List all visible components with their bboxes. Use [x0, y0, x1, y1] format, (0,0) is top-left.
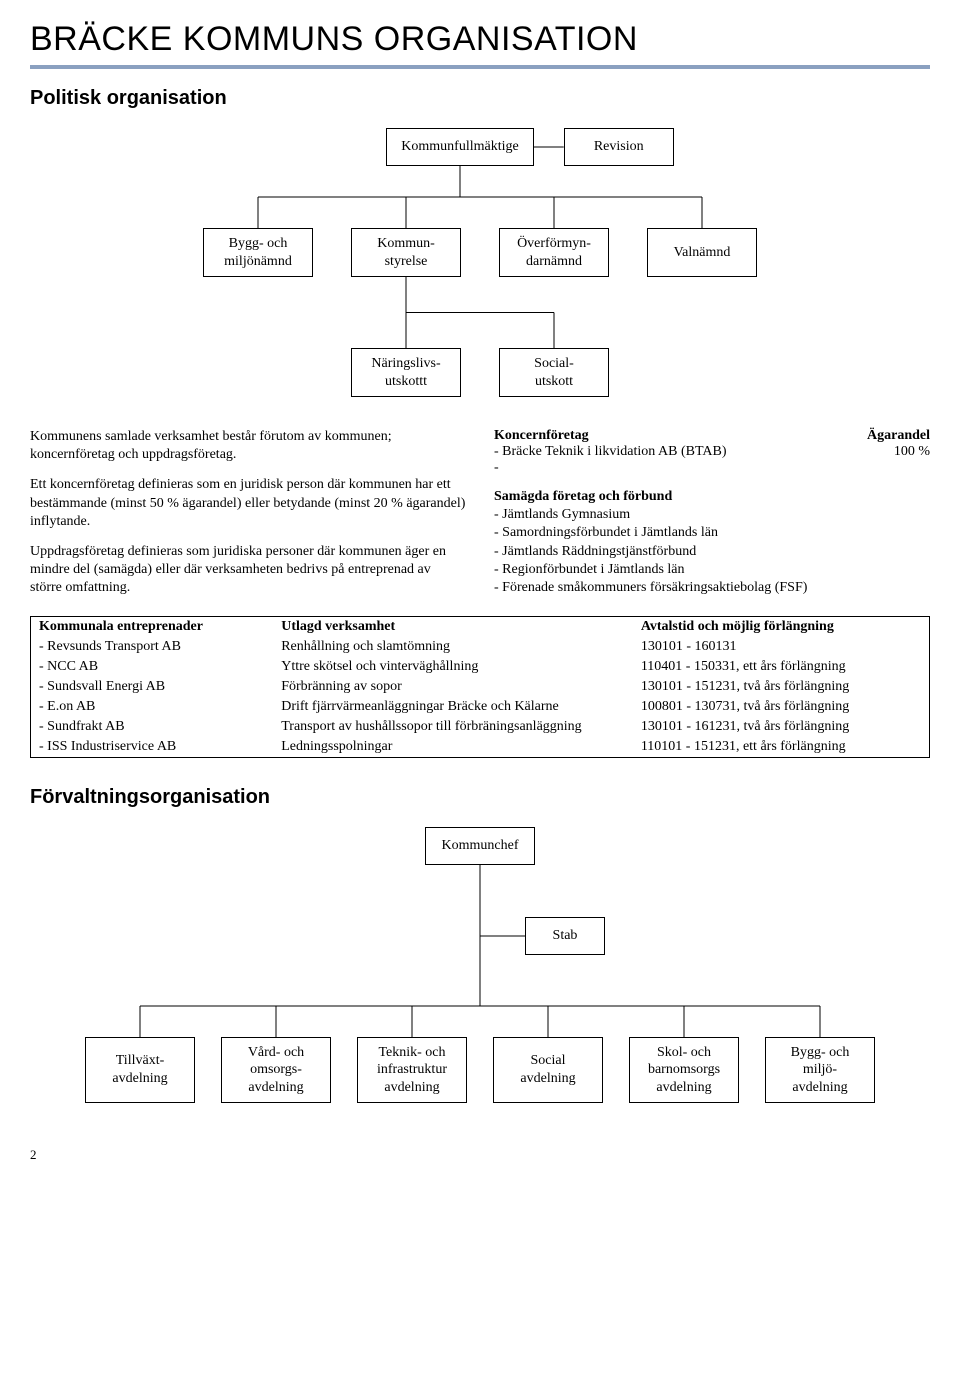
node-stab: Stab: [525, 917, 605, 955]
section-heading-forvaltning: Förvaltningsorganisation: [30, 786, 930, 809]
entreprenader-table: Kommunala entreprenaderUtlagd verksamhet…: [30, 616, 930, 758]
org-chart-politisk: Kommunfullmäktige Revision Bygg- och mil…: [30, 128, 930, 408]
table-cell: 110401 - 150331, ett års förlängning: [633, 657, 930, 677]
table-cell: Renhållning och slamtömning: [273, 637, 633, 657]
koncern-dash: -: [494, 460, 930, 476]
table-row: - Revsunds Transport ABRenhållning och s…: [31, 637, 930, 657]
page-title: BRÄCKE KOMMUNS ORGANISATION: [30, 20, 930, 59]
node-overformyndarnamnd: Överförmyn- darnämnd: [499, 228, 609, 277]
node-kommunfullmaktige: Kommunfullmäktige: [386, 128, 533, 166]
table-cell: - Revsunds Transport AB: [31, 637, 274, 657]
table-cell: - Sundsvall Energi AB: [31, 677, 274, 697]
table-header-row: Kommunala entreprenaderUtlagd verksamhet…: [31, 616, 930, 637]
table-cell: Ledningsspolningar: [273, 737, 633, 758]
table-header: Kommunala entreprenader: [31, 616, 274, 637]
samagda-head: Samägda företag och förbund: [494, 489, 672, 504]
table-row: - Sundfrakt ABTransport av hushållssopor…: [31, 717, 930, 737]
node-kommunstyrelse: Kommun- styrelse: [351, 228, 461, 277]
org-chart-forvaltning: Kommunchef Stab Tillväxt- avdelning Vård…: [30, 827, 930, 1117]
page-number: 2: [30, 1147, 930, 1163]
node-kommunchef: Kommunchef: [425, 827, 535, 865]
table-header: Utlagd verksamhet: [273, 616, 633, 637]
koncern-item-right: 100 %: [894, 444, 930, 460]
table-row: - Sundsvall Energi ABFörbränning av sopo…: [31, 677, 930, 697]
table-row: - NCC ABYttre skötsel och vinterväghålln…: [31, 657, 930, 677]
right-column: Koncernföretag Ägarandel - Bräcke Teknik…: [494, 428, 930, 610]
table-cell: 130101 - 161231, två års förlängning: [633, 717, 930, 737]
table-cell: Drift fjärrvärmeanläggningar Bräcke och …: [273, 697, 633, 717]
node-revision: Revision: [564, 128, 674, 166]
table-cell: - Sundfrakt AB: [31, 717, 274, 737]
samagda-list: - Jämtlands Gymnasium- Samordningsförbun…: [494, 507, 807, 595]
node-naringslivsutskott: Näringslivs- utskottt: [351, 348, 461, 397]
table-cell: Transport av hushållssopor till förbräni…: [273, 717, 633, 737]
node-social-avd: Social avdelning: [493, 1037, 603, 1104]
para-1: Kommunens samlade verksamhet består föru…: [30, 428, 466, 464]
koncern-head-right: Ägarandel: [867, 428, 930, 444]
node-bygg-miljonamnd: Bygg- och miljönämnd: [203, 228, 313, 277]
table-cell: - E.on AB: [31, 697, 274, 717]
table-row: - ISS Industriservice ABLedningsspolning…: [31, 737, 930, 758]
node-teknik-infra: Teknik- och infrastruktur avdelning: [357, 1037, 467, 1104]
node-bygg-miljo-avd: Bygg- och miljö- avdelning: [765, 1037, 875, 1104]
node-vard-omsorg: Vård- och omsorgs- avdelning: [221, 1037, 331, 1104]
node-valnamnd: Valnämnd: [647, 228, 757, 277]
table-cell: - NCC AB: [31, 657, 274, 677]
para-3: Uppdragsföretag definieras som juridiska…: [30, 543, 466, 598]
koncern-head-left: Koncernföretag: [494, 428, 589, 444]
table-cell: 100801 - 130731, två års förlängning: [633, 697, 930, 717]
table-cell: 130101 - 151231, två års förlängning: [633, 677, 930, 697]
table-row: - E.on ABDrift fjärrvärmeanläggningar Br…: [31, 697, 930, 717]
node-skol-barnomsorg: Skol- och barnomsorgs avdelning: [629, 1037, 739, 1104]
title-divider: [30, 65, 930, 69]
table-header: Avtalstid och möjlig förlängning: [633, 616, 930, 637]
table-cell: Yttre skötsel och vinterväghållning: [273, 657, 633, 677]
description-columns: Kommunens samlade verksamhet består föru…: [30, 428, 930, 610]
section-heading-politisk: Politisk organisation: [30, 87, 930, 110]
table-cell: 130101 - 160131: [633, 637, 930, 657]
table-cell: 110101 - 151231, ett års förlängning: [633, 737, 930, 758]
node-tillvaxt: Tillväxt- avdelning: [85, 1037, 195, 1104]
koncern-item-left: - Bräcke Teknik i likvidation AB (BTAB): [494, 444, 727, 460]
table-body: - Revsunds Transport ABRenhållning och s…: [31, 637, 930, 758]
table-cell: Förbränning av sopor: [273, 677, 633, 697]
table-cell: - ISS Industriservice AB: [31, 737, 274, 758]
left-column: Kommunens samlade verksamhet består föru…: [30, 428, 466, 610]
para-2: Ett koncernföretag definieras som en jur…: [30, 476, 466, 531]
node-socialutskott: Social- utskott: [499, 348, 609, 397]
